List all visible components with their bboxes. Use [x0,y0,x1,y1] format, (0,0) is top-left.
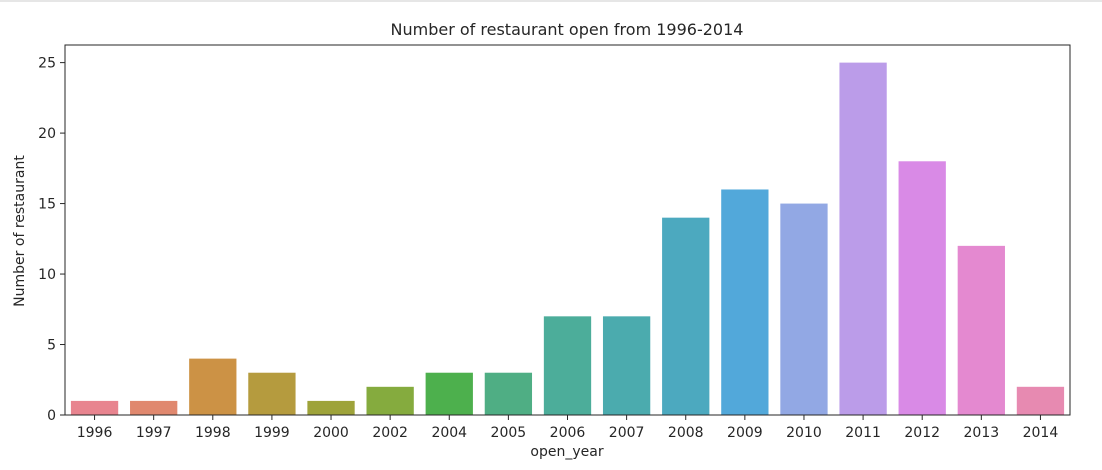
bar-2010 [780,203,828,415]
y-tick-label: 0 [47,408,56,424]
bar-2008 [662,217,710,415]
x-tick-label: 2014 [1023,425,1059,441]
x-tick-label: 2004 [431,425,467,441]
bar-1999 [248,372,296,415]
bar-2007 [602,316,651,415]
x-tick-label: 2011 [845,425,881,441]
x-tick-label: 1998 [195,425,231,441]
bar-1996 [70,400,119,415]
x-tick-label: 2000 [313,425,349,441]
x-tick-label: 2006 [550,425,586,441]
bar-2011 [839,62,887,415]
x-tick-label: 2008 [668,425,704,441]
x-tick-label: 2005 [491,425,527,441]
y-axis-label: Number of restaurant [12,155,28,307]
x-tick-label: 2010 [786,425,822,441]
chart-title: Number of restaurant open from 1996-2014 [391,20,744,39]
plot-frame [64,44,1071,416]
bar-1998 [189,358,237,415]
bar-1997 [130,400,178,415]
bar-2013 [957,245,1005,415]
bar-2014 [1016,386,1065,415]
y-tick-label: 5 [47,338,56,354]
bar-2000 [307,400,355,415]
bar-2002 [366,386,414,415]
bars-group [70,62,1065,415]
y-tick-label: 25 [38,56,56,72]
y-tick-label: 20 [38,126,56,142]
x-tick-label: 1999 [254,425,290,441]
y-tick-label: 15 [38,197,56,213]
y-axis-ticks: 0 5 10 15 20 25 [38,56,65,424]
x-tick-label: 1997 [136,425,172,441]
x-tick-label: 1996 [77,425,113,441]
bar-2009 [721,189,769,415]
bar-2012 [898,161,946,415]
x-axis-label: open_year [530,444,603,460]
x-tick-label: 2002 [372,425,408,441]
top-divider [0,0,1102,2]
y-tick-label: 10 [38,267,56,283]
bar-2004 [425,372,473,415]
x-tick-label: 2007 [609,425,645,441]
bar-2005 [484,372,533,415]
bar-2006 [543,316,592,415]
x-axis-ticks: 1996 1997 1998 1999 2000 2002 2004 2005 2006 2007… [77,415,1059,441]
x-tick-label: 2012 [904,425,940,441]
x-tick-label: 2013 [964,425,1000,441]
x-tick-label: 2009 [727,425,763,441]
